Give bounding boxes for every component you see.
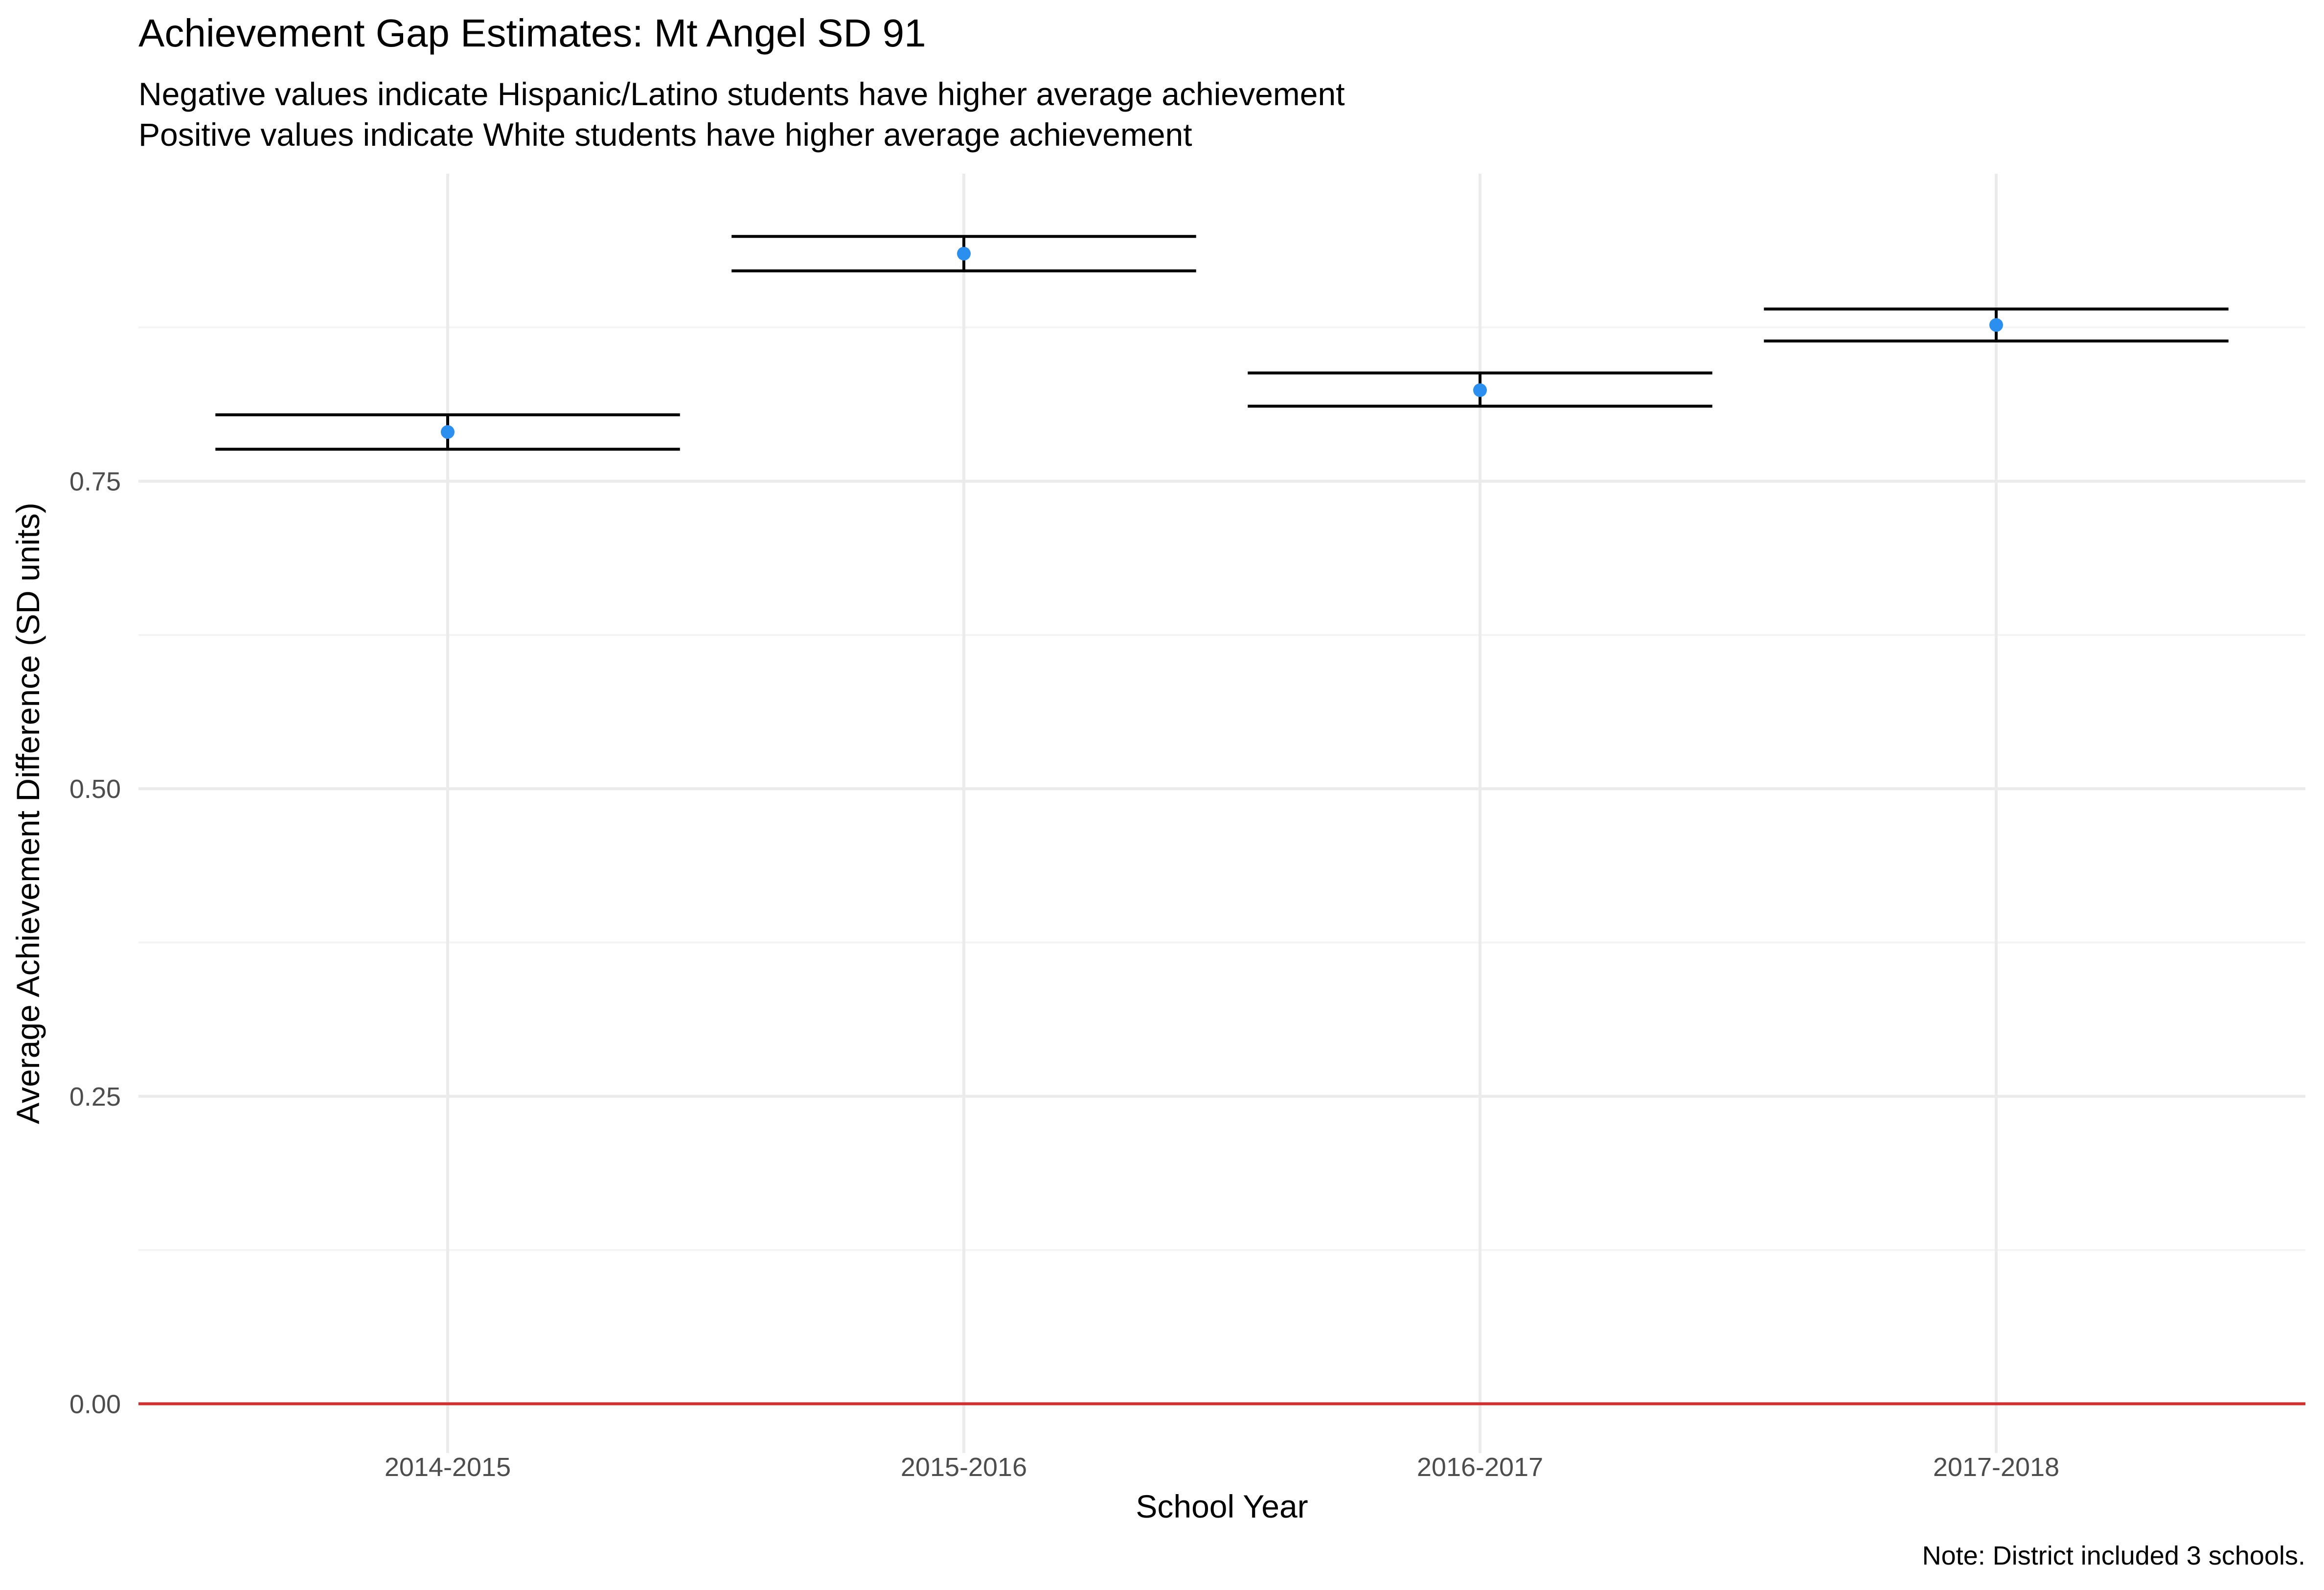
y-axis-title: Average Achievement Difference (SD units…: [10, 502, 46, 1124]
grid-lines: [138, 174, 2305, 1453]
chart-title: Achievement Gap Estimates: Mt Angel SD 9…: [138, 11, 926, 55]
chart-subtitle-line-1: Negative values indicate Hispanic/Latino…: [138, 76, 1345, 112]
y-tick-labels: 0.00 0.25 0.50 0.75: [69, 467, 121, 1419]
x-tick-label: 2017-2018: [1933, 1453, 2059, 1482]
points: [441, 247, 2003, 439]
y-tick-label: 0.00: [69, 1389, 121, 1419]
y-tick-label: 0.50: [69, 774, 121, 804]
errorbars: [215, 235, 2229, 451]
x-tick-labels: 2014-2015 2015-2016 2016-2017 2017-2018: [385, 1453, 2059, 1482]
estimate-point: [441, 425, 455, 439]
estimate-point: [957, 247, 971, 261]
y-tick-label: 0.75: [69, 467, 121, 497]
x-tick-label: 2014-2015: [385, 1453, 511, 1482]
x-tick-label: 2016-2017: [1417, 1453, 1543, 1482]
chart-caption: Note: District included 3 schools.: [1922, 1541, 2305, 1570]
estimate-point: [1473, 383, 1487, 397]
chart-subtitle-line-2: Positive values indicate White students …: [138, 116, 1192, 153]
estimate-point: [1989, 318, 2003, 332]
y-tick-label: 0.25: [69, 1082, 121, 1112]
x-axis-title: School Year: [1136, 1488, 1308, 1524]
x-tick-label: 2015-2016: [901, 1453, 1027, 1482]
